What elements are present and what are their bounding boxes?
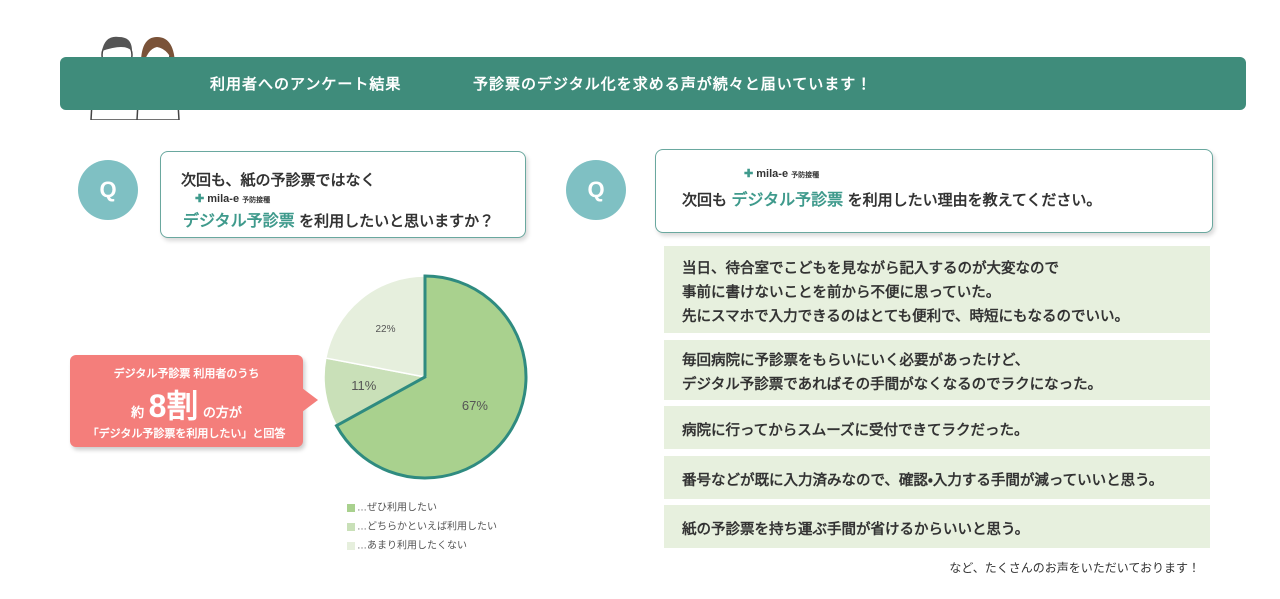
value-label: 22%	[375, 324, 395, 335]
question-text: を利用したいと思いますか？	[299, 213, 495, 230]
q-badge: Q	[78, 160, 138, 220]
answer-line: 病院に行ってからスムーズに受付できてラクだった。	[682, 422, 1029, 439]
legend-swatch	[347, 504, 355, 512]
callout-suffix: の方が	[202, 405, 242, 420]
header-bar: 利用者へのアンケート結果 予診票のデジタル化を求める声が続々と届いています！	[60, 57, 1246, 110]
question-bubble: ✚ mila-e 予防接種 次回も デジタル予診票 を利用したい理由を教えてくださ…	[655, 149, 1213, 233]
logo-text: mila-e	[756, 168, 789, 180]
answer-line: 毎回病院に予診票をもらいにいく必要があったけど、	[682, 353, 1030, 369]
callout: デジタル予診票 利用者のうち 約 8割 の方が 「デジタル予診票を利用したい」と…	[70, 355, 303, 447]
question-bubble: 次回も、紙の予診票ではなく ✚ mila-e 予防接種 デジタル予診票 を利用した…	[160, 151, 526, 238]
answer-box: 当日、待合室でこどもを見ながら記入するのが大変なので 事前に書けないことを前から不…	[664, 246, 1210, 333]
logo-sub: 予防接種	[791, 172, 820, 179]
pie-slice	[324, 275, 426, 378]
question-text: を利用したい理由を教えてください。	[847, 192, 1102, 209]
callout-prefix: 約	[131, 405, 145, 420]
answer-line: 番号などが既に入力済みなので、確認・入力する手間が減っていいと思う。	[682, 472, 1164, 489]
answer-line: デジタル予診票であればその手間がなくなるのでラクになった。	[682, 377, 1103, 393]
header-subtitle: 予診票のデジタル化を求める声が続々と届いています！	[473, 76, 873, 93]
callout-line: デジタル予診票 利用者のうち	[113, 368, 260, 380]
answer-line: 事前に書けないことを前から不便に思っていた。	[682, 284, 1001, 301]
slice-outline	[334, 274, 528, 480]
legend-label: …どちらかといえば利用したい	[357, 521, 497, 533]
legend-swatch	[347, 542, 355, 550]
question-text: 次回も、紙の予診票ではなく	[181, 172, 376, 189]
q-badge: Q	[566, 160, 626, 220]
logo-text: mila-e	[207, 193, 240, 205]
header-title: 利用者へのアンケート結果	[210, 76, 402, 93]
footer-note: など、たくさんのお声をいただいております！	[949, 561, 1200, 575]
pie-chart: 67% 11% 22% …ぜひ利用したい …どちらかといえば利用したい …あまり利用したく…	[323, 274, 528, 552]
logo: ✚ mila-e 予防接種	[195, 193, 271, 205]
answer-box: 番号などが既に入力済みなので、確認・入力する手間が減っていいと思う。	[664, 456, 1210, 499]
legend-label: …ぜひ利用したい	[357, 502, 437, 514]
callout-big: 8割	[148, 388, 199, 424]
logo-sub: 予防接種	[242, 197, 271, 204]
legend-label: …あまり利用したくない	[357, 540, 467, 552]
value-label: 67%	[462, 398, 488, 413]
highlight: デジタル予診票	[731, 192, 844, 209]
answer-box: 毎回病院に予診票をもらいにいく必要があったけど、デジタル予診票であればその手間が…	[664, 340, 1210, 400]
legend-swatch	[347, 523, 355, 531]
answer-line: 紙の予診票を持ち運ぶ手間が省けるからいいと思う。	[682, 521, 1030, 538]
answer-line: 当日、待合室でこどもを見ながら記入するのが大変なので	[682, 260, 1059, 277]
answer-box: 病院に行ってからスムーズに受付できてラクだった。	[664, 406, 1210, 449]
value-label: 11%	[351, 378, 376, 393]
callout-arrow	[302, 388, 318, 412]
question-text: 次回も	[682, 192, 728, 209]
logo: ✚ mila-e 予防接種	[744, 168, 820, 180]
answer-box: 紙の予診票を持ち運ぶ手間が省けるからいいと思う。	[664, 505, 1210, 548]
callout-line: 「デジタル予診票を利用したい」と回答	[87, 428, 286, 440]
answer-line: 先にスマホで入力できるのはとても便利で、時短にもなるのでいい。	[682, 308, 1130, 325]
highlight: デジタル予診票	[183, 213, 295, 230]
